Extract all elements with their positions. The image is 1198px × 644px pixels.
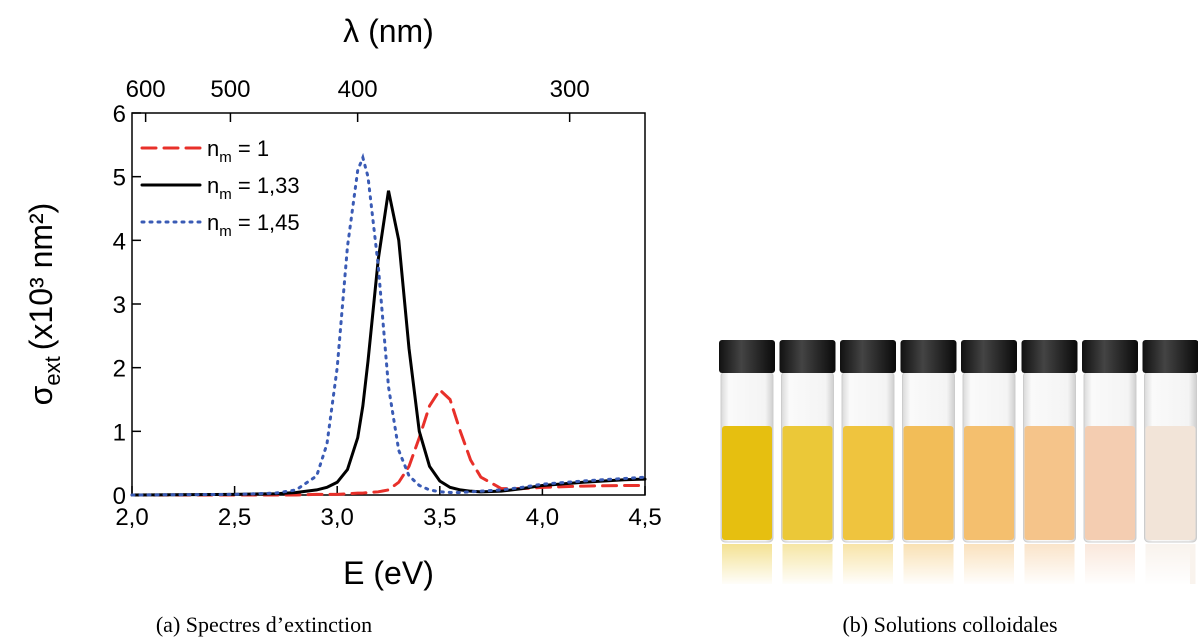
y-tick-label: 5 [113, 165, 126, 192]
vial-liquid [964, 426, 1014, 540]
y-label-subscript: ext [40, 356, 65, 385]
x-tick-label: 2,5 [218, 504, 251, 531]
x-tick-label: 4,0 [526, 504, 559, 531]
vial-liquid [1145, 426, 1196, 540]
x-tick-label: 3,5 [423, 504, 456, 531]
vial-cap [1021, 340, 1078, 373]
vial-liquid [903, 426, 954, 540]
y-tick-label: 2 [113, 356, 126, 383]
y-axis-label: σext (x10³ nm²) [23, 203, 65, 406]
x2-tick-label: 500 [210, 76, 250, 103]
plot-frame [131, 112, 646, 496]
vial-cap [1082, 340, 1138, 373]
series-line [130, 152, 647, 497]
series-line [130, 190, 647, 497]
x-tick-label: 4,5 [628, 504, 661, 531]
legend-label: nm = 1,45 [207, 210, 300, 240]
vial-cap [719, 340, 775, 373]
vial-liquid [782, 426, 833, 540]
vial-liquid [1024, 426, 1075, 540]
series-line [130, 387, 647, 497]
y-tick-label: 4 [113, 228, 126, 255]
y-tick-label: 6 [113, 101, 126, 128]
legend-label: nm = 1,33 [207, 173, 300, 203]
x2-tick-label: 600 [126, 76, 166, 103]
vial-cap [779, 340, 836, 373]
y-label-symbol: σ [23, 385, 59, 405]
caption: (a) Spectres d’extinction [156, 612, 372, 637]
vial-liquid [722, 426, 772, 540]
x-axis-label: E (eV) [343, 555, 434, 591]
vial-liquid [1085, 426, 1135, 540]
x-tick-label: 3,0 [321, 504, 354, 531]
vial-cap [961, 340, 1017, 373]
vial-liquid [843, 426, 893, 540]
x2-axis-label: λ (nm) [343, 13, 434, 49]
legend-label: nm = 1 [207, 136, 269, 166]
x2-tick-label: 300 [550, 76, 590, 103]
vial-photo [710, 340, 1198, 586]
y-tick-label: 1 [113, 419, 126, 446]
vial-cap [900, 340, 957, 373]
y-tick-label: 0 [113, 483, 126, 510]
reflection-fade [710, 544, 1190, 586]
y-label-unit: (x10³ nm²) [23, 203, 59, 351]
x-tick-label: 2,0 [115, 504, 148, 531]
caption: (b) Solutions colloidales [842, 612, 1057, 637]
x2-tick-label: 400 [338, 76, 378, 103]
vial-cap [1142, 340, 1198, 373]
vial-cap [840, 340, 896, 373]
y-tick-label: 3 [113, 292, 126, 319]
